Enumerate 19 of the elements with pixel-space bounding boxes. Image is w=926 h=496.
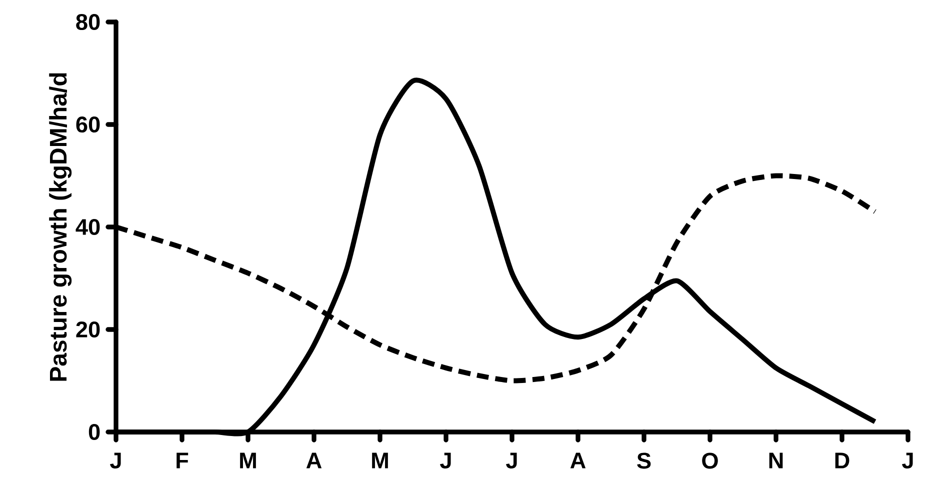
x-tick-label: A	[306, 452, 322, 468]
x-tick-label: J	[902, 452, 913, 469]
x-tick-label: N	[769, 452, 783, 468]
x-tick-label: S	[637, 452, 651, 469]
x-tick-label: J	[440, 452, 451, 469]
x-tick-label: J	[110, 452, 121, 469]
x-tick-label: M	[372, 452, 388, 468]
y-tick-label: 40	[76, 218, 100, 236]
y-axis-title: Pasture growth (kgDM/ha/d	[49, 73, 72, 381]
x-tick-label: D	[835, 452, 850, 468]
y-tick-label: 0	[88, 424, 100, 440]
x-tick-label: A	[570, 452, 586, 468]
y-tick-label: 80	[76, 14, 100, 30]
y-tick-label: 20	[76, 321, 100, 338]
x-tick-label: M	[240, 452, 256, 468]
x-tick-label: J	[506, 452, 517, 469]
y-tick-label: 60	[76, 116, 100, 133]
x-tick-label: O	[702, 452, 718, 469]
x-tick-label: F	[176, 452, 188, 468]
